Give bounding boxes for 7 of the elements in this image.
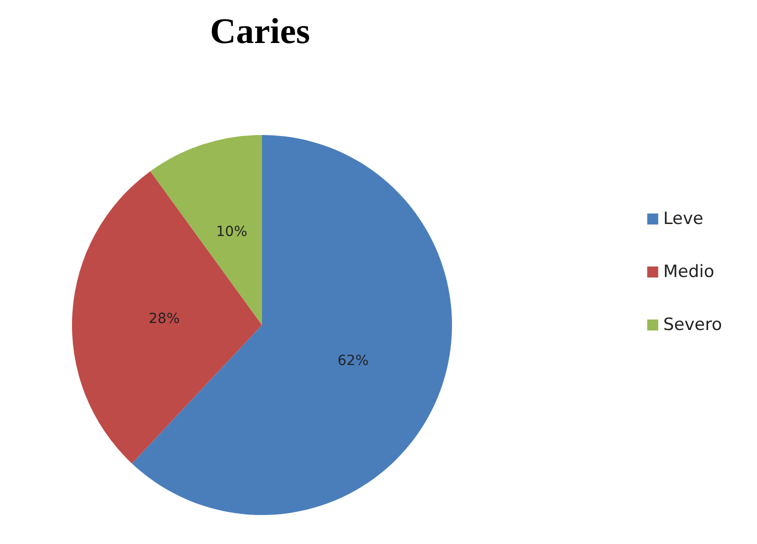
data-label: 10% <box>216 224 248 240</box>
data-label: 62% <box>338 353 369 370</box>
chart-title: Caries <box>210 11 310 51</box>
data-label: 28% <box>148 310 180 327</box>
legend-label: Severo <box>663 315 722 335</box>
legend-label: Medio <box>663 262 714 282</box>
legend-label: Leve <box>663 209 704 229</box>
